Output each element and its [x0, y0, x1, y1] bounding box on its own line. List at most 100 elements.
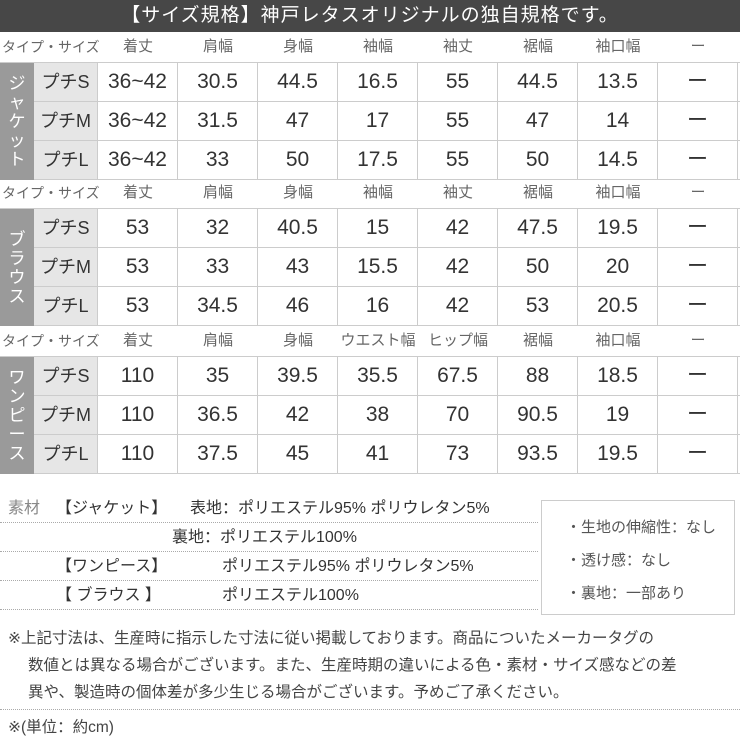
value-cell: 73: [418, 435, 498, 473]
value-cell: 42: [258, 396, 338, 434]
column-header: 肩幅: [202, 38, 233, 55]
material-line: 【 ブラウス 】 ポリエステル100%: [0, 581, 538, 610]
size-cell: プチL: [34, 141, 98, 179]
table-row: プチS 110 35 39.5 35.5 67.5 88 18.5 ー: [34, 357, 740, 396]
type-char: ピ: [8, 406, 26, 425]
value-cell: 50: [498, 248, 578, 286]
value-cell: ー: [658, 209, 738, 247]
type-char: ン: [8, 387, 26, 406]
note-line: ※上記寸法は、生産時に指示した寸法に従い掲載しております。商品についたメーカータ…: [8, 630, 655, 647]
column-header: タイプ・サイズ: [2, 39, 100, 55]
material-label: 素材: [8, 500, 41, 517]
type-char: ケ: [8, 112, 26, 131]
size-table: タイプ・サイズ 着丈 肩幅 身幅 袖幅 袖丈 裾幅 袖口幅ーブラウスプチS 53 32 40.5 15…: [0, 178, 740, 326]
value-cell: 14.5: [578, 141, 658, 179]
column-header: 袖幅: [362, 38, 393, 55]
disclaimer-note: ※上記寸法は、生産時に指示した寸法に従い掲載しております。商品についたメーカータ…: [8, 625, 738, 706]
column-header: 着丈: [122, 332, 153, 349]
value-cell: 38: [338, 396, 418, 434]
value-cell: 32: [178, 209, 258, 247]
value-cell: 93.5: [498, 435, 578, 473]
value-cell: 47: [498, 102, 578, 140]
column-header: タイプ・サイズ: [2, 185, 100, 201]
value-cell: 20: [578, 248, 658, 286]
value-cell: ー: [658, 287, 738, 325]
value-cell: 41: [338, 435, 418, 473]
value-cell: ー: [658, 435, 738, 473]
value-cell: 36~42: [98, 63, 178, 101]
note-line: 数値とは異なる場合がございます。また、生産時期の違いによる色・素材・サイズ感など…: [28, 657, 677, 674]
size-cell: プチM: [34, 248, 98, 286]
value-cell: 47.5: [498, 209, 578, 247]
type-char: ブ: [8, 229, 26, 249]
material-line: 素材 【ジャケット】 表地：ポリエステル95% ポリウレタン5%: [0, 494, 538, 523]
value-cell: 35.5: [338, 357, 418, 395]
column-header: ー: [690, 332, 706, 349]
type-char: ス: [8, 444, 26, 463]
column-header: 裾幅: [522, 332, 553, 349]
value-cell: 44.5: [258, 63, 338, 101]
value-cell: 19.5: [578, 435, 658, 473]
value-cell: ー: [658, 63, 738, 101]
value-cell: 13.5: [578, 63, 658, 101]
value-cell: 110: [98, 435, 178, 473]
column-header: 袖口幅: [595, 332, 641, 349]
value-cell: 31.5: [178, 102, 258, 140]
type-char: ッ: [8, 131, 26, 150]
value-cell: ー: [658, 396, 738, 434]
table-header: タイプ・サイズ 着丈 肩幅 身幅 ウエスト幅 ヒップ幅 裾幅 袖口幅 ー: [0, 326, 740, 356]
value-cell: 17: [338, 102, 418, 140]
page-title: 【サイズ規格】神戸レタスオリジナルの独自規格です。: [0, 0, 740, 32]
value-cell: 45: [258, 435, 338, 473]
value-cell: 88: [498, 357, 578, 395]
value-cell: 16.5: [338, 63, 418, 101]
table-row: プチM 53 33 43 15.5 42 50 20 ー: [34, 248, 740, 287]
property-stretch: ・生地の伸縮性：なし: [566, 519, 717, 536]
type-char: ス: [8, 286, 26, 306]
value-cell: 15.5: [338, 248, 418, 286]
column-header: 袖幅: [362, 184, 393, 201]
value-cell: 42: [418, 209, 498, 247]
column-header: 裾幅: [522, 184, 553, 201]
value-cell: 50: [498, 141, 578, 179]
value-cell: 35: [178, 357, 258, 395]
value-cell: 44.5: [498, 63, 578, 101]
value-cell: 39.5: [258, 357, 338, 395]
table-header: タイプ・サイズ 着丈 肩幅 身幅 袖幅 袖丈 裾幅 袖口幅 ー: [0, 178, 740, 208]
value-cell: ー: [658, 102, 738, 140]
value-cell: 34.5: [178, 287, 258, 325]
column-header: 身幅: [282, 332, 313, 349]
value-cell: 15: [338, 209, 418, 247]
property-lining: ・裏地：一部あり: [566, 585, 687, 602]
value-cell: 40.5: [258, 209, 338, 247]
value-cell: 43: [258, 248, 338, 286]
value-cell: ー: [658, 357, 738, 395]
column-header: 着丈: [122, 38, 153, 55]
value-cell: ー: [658, 141, 738, 179]
type-char: ウ: [8, 267, 26, 287]
column-header: タイプ・サイズ: [2, 333, 100, 349]
table-header: タイプ・サイズ 着丈 肩幅 身幅 袖幅 袖丈 裾幅 袖口幅 ー: [0, 32, 740, 62]
value-cell: 55: [418, 141, 498, 179]
garment-type-label: ブラウス: [0, 209, 34, 326]
value-cell: 20.5: [578, 287, 658, 325]
type-char: ャ: [8, 93, 26, 112]
value-cell: 110: [98, 357, 178, 395]
fabric-properties-box: ・生地の伸縮性：なし ・透け感：なし ・裏地：一部あり: [541, 500, 735, 615]
divider: [0, 709, 740, 710]
size-cell: プチL: [34, 435, 98, 473]
value-cell: 42: [418, 248, 498, 286]
table-row: プチM 36~42 31.5 47 17 55 47 14 ー: [34, 102, 740, 141]
value-cell: 90.5: [498, 396, 578, 434]
garment-type-label: ワンピース: [0, 357, 34, 474]
value-cell: 50: [258, 141, 338, 179]
material-item: 【ジャケット】: [56, 500, 168, 517]
column-header: 身幅: [282, 184, 313, 201]
value-cell: 55: [418, 102, 498, 140]
table-row: プチS 53 32 40.5 15 42 47.5 19.5 ー: [34, 209, 740, 248]
material-item: 【ワンピース】: [56, 558, 168, 575]
column-header: 身幅: [282, 38, 313, 55]
size-table: タイプ・サイズ 着丈 肩幅 身幅 ウエスト幅 ヒップ幅 裾幅 袖口幅ーワンピースプチS 110 3…: [0, 326, 740, 474]
column-header: 着丈: [122, 184, 153, 201]
note-line: 異や、製造時の個体差が多少生じる場合がございます。予めご了承ください。: [28, 684, 569, 701]
